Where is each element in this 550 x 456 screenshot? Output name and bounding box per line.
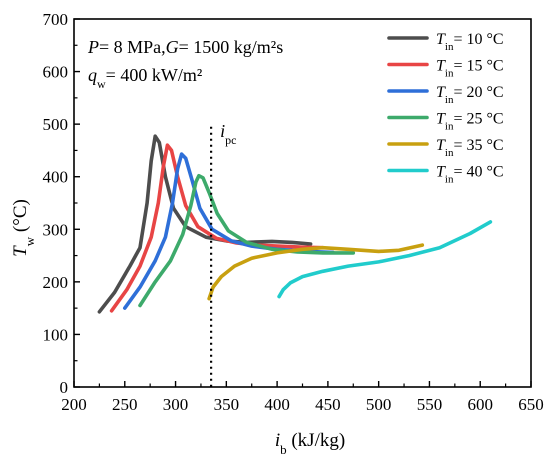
legend-symbol-sub: in <box>445 68 454 80</box>
annotation-p-symbol: P <box>87 37 99 57</box>
legend-entry-4: Tin= 25 °C <box>436 111 504 133</box>
legend-label: = 40 °C <box>453 164 503 181</box>
plot-area: ipc <box>97 121 493 387</box>
annotation-g-symbol: G <box>166 37 179 57</box>
x-tick-label: 350 <box>214 395 240 414</box>
y-tick-label: 300 <box>43 220 69 239</box>
y-tick-label: 700 <box>43 10 69 29</box>
legend-symbol: T <box>436 84 446 101</box>
y-tick-label: 0 <box>60 378 69 397</box>
legend-symbol-sub: in <box>445 174 454 186</box>
annotation-conditions: P= 8 MPa,G= 1500 kg/m²s <box>87 37 283 57</box>
x-tick-label: 500 <box>366 395 392 414</box>
legend-symbol: T <box>436 58 446 75</box>
y-tick-label: 400 <box>43 168 69 187</box>
y-tick-label: 500 <box>43 115 69 134</box>
legend-entry-1: Tin= 10 °C <box>436 31 504 53</box>
x-tick-label: 450 <box>315 395 341 414</box>
legend-symbol: T <box>436 31 446 48</box>
series-line-5 <box>207 243 425 301</box>
legend-symbol-sub: in <box>445 94 454 106</box>
ipc-label-main: i <box>220 121 225 141</box>
x-tick-label: 600 <box>467 395 493 414</box>
x-tick-label: 550 <box>417 395 443 414</box>
legend-label: = 20 °C <box>453 84 503 101</box>
series-line-1 <box>97 134 313 314</box>
legend-label: = 10 °C <box>453 31 503 48</box>
annotation-heatflux: qw= 400 kW/m² <box>88 65 202 91</box>
legend-symbol-sub: in <box>445 41 454 53</box>
x-tick-label: 400 <box>264 395 290 414</box>
legend-symbol-sub: in <box>445 147 454 159</box>
x-tick-label: 250 <box>112 395 138 414</box>
annotation-g-value: = 1500 kg/m²s <box>179 37 284 57</box>
ipc-label-sub: pc <box>225 133 236 147</box>
legend-label: = 25 °C <box>453 111 503 128</box>
y-tick-label: 600 <box>43 63 69 82</box>
axes: 200 250 300 350 400 450 500 550 600 650 0 100 200 300… <box>43 10 544 414</box>
legend-symbol: T <box>436 164 446 181</box>
y-axis-label: Tw (°C) <box>10 199 37 257</box>
y-tick-label: 100 <box>43 325 69 344</box>
x-tick-label: 200 <box>61 395 87 414</box>
legend-entry-6: Tin= 40 °C <box>436 164 504 186</box>
x-tick-label: 650 <box>518 395 544 414</box>
series-line-6 <box>277 220 493 299</box>
legend-entry-2: Tin= 15 °C <box>436 58 504 80</box>
legend-entry-3: Tin= 20 °C <box>436 84 504 106</box>
x-tick-label: 300 <box>163 395 189 414</box>
annotation-p-value: = 8 MPa, <box>99 37 166 57</box>
legend-entry-5: Tin= 35 °C <box>436 137 504 159</box>
legend-symbol-sub: in <box>445 121 454 133</box>
legend-symbol: T <box>436 111 446 128</box>
legend-symbol: T <box>436 137 446 154</box>
y-tick-label: 200 <box>43 273 69 292</box>
x-axis-label: ib (kJ/kg) <box>275 430 345 456</box>
ipc-label: ipc <box>220 121 236 147</box>
legend-label: = 15 °C <box>453 58 503 75</box>
legend-label: = 35 °C <box>453 137 503 154</box>
